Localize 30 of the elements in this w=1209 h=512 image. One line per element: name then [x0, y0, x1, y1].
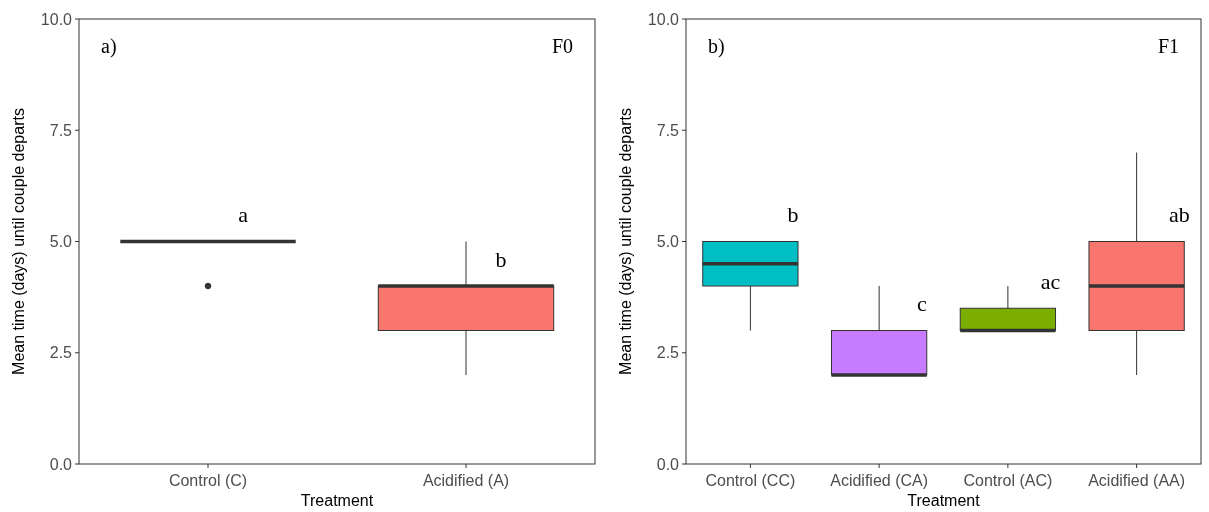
- y-axis-title: Mean time (days) until couple departs: [617, 108, 634, 375]
- x-tick-label: Control (AC): [963, 472, 1053, 489]
- x-axis-title: Treatment: [300, 492, 374, 509]
- x-axis-title: Treatment: [907, 492, 981, 509]
- y-tick-label: 7.5: [49, 121, 73, 139]
- y-tick-label: 7.5: [656, 121, 680, 139]
- annotation: b: [787, 202, 799, 228]
- y-tick-label: 10.0: [647, 10, 680, 28]
- annotation: a: [238, 202, 249, 228]
- x-tick-label: Acidified (A): [422, 472, 510, 489]
- x-tick-label: Acidified (AA): [1088, 472, 1186, 489]
- annotation: F0: [551, 35, 573, 57]
- y-axis-title: Mean time (days) until couple departs: [10, 108, 27, 375]
- y-tick-label: 10.0: [40, 10, 73, 28]
- annotation: a): [101, 35, 117, 58]
- y-tick-label: 5.0: [49, 233, 73, 251]
- annotation: F1: [1157, 35, 1179, 57]
- x-tick-label: Acidified (CA): [830, 472, 929, 489]
- x-tick-label: Control (C): [168, 472, 248, 489]
- y-tick-label: 2.5: [656, 344, 680, 362]
- annotation: ab: [1168, 202, 1190, 228]
- y-tick-label: 5.0: [656, 233, 680, 251]
- y-tick-label: 2.5: [49, 344, 73, 362]
- x-tick-label: Control (CC): [705, 472, 796, 489]
- annotation: c: [916, 291, 927, 317]
- y-tick-label: 0.0: [49, 455, 73, 473]
- annotation: ac: [1040, 268, 1061, 294]
- y-tick-label: 0.0: [656, 455, 680, 473]
- annotation: b): [708, 35, 725, 58]
- annotation: b: [495, 246, 507, 272]
